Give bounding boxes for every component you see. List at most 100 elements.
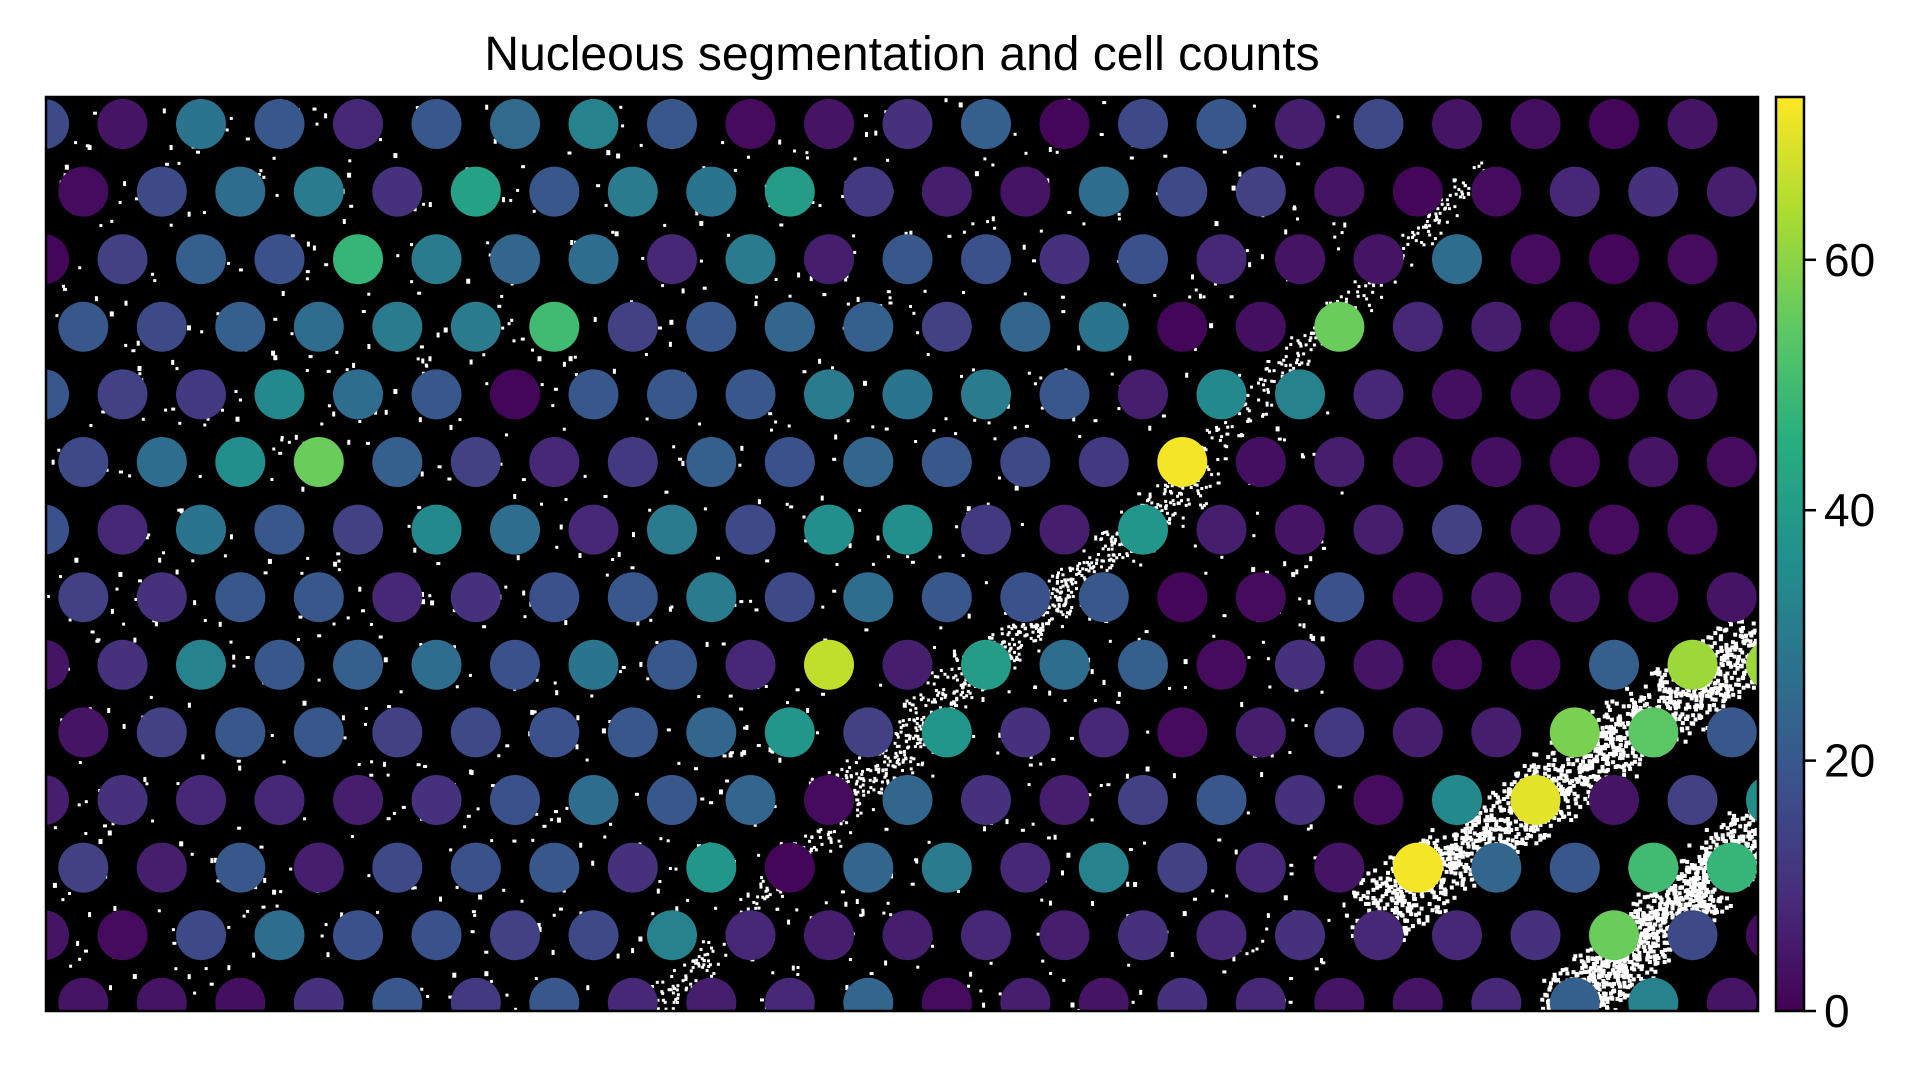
tissue-speck [1139,564,1142,567]
tissue-speck [1547,763,1551,767]
tissue-speck [616,154,620,159]
tissue-speck [1566,805,1570,809]
tissue-speck [379,636,383,639]
tissue-speck [881,781,884,784]
tissue-speck [1062,613,1065,616]
tissue-speck [1688,731,1692,735]
tissue-speck [818,359,821,364]
tissue-speck [1217,839,1221,842]
tissue-speck [1182,525,1185,528]
tissue-speck [887,555,890,558]
tissue-speck [1306,363,1309,366]
tissue-speck [486,241,489,244]
tissue-speck [1185,373,1188,378]
tissue-speck [940,697,943,700]
tissue-speck [1569,818,1573,822]
tissue-speck [1015,656,1018,659]
tissue-speck [1770,647,1774,651]
tissue-speck [825,901,828,904]
tissue-speck [1058,605,1061,608]
tissue-speck [324,113,327,118]
tissue-speck [879,684,882,687]
tissue-speck [1365,896,1369,900]
tissue-speck [1037,933,1040,936]
tissue-speck [1388,878,1392,882]
tissue-speck [1248,262,1251,267]
tissue-speck [1665,893,1669,897]
tissue-speck [704,953,707,956]
tissue-speck [1071,1003,1075,1008]
tissue-speck [1305,343,1308,346]
tissue-speck [347,616,350,619]
tissue-speck [95,296,98,301]
tissue-speck [1408,909,1412,913]
tissue-speck [188,974,191,979]
tissue-speck [1674,711,1678,715]
tissue-speck [1705,828,1709,832]
tissue-speck [964,705,967,708]
tissue-speck [279,890,282,893]
tissue-speck [1488,796,1492,800]
tissue-speck [797,273,800,278]
tissue-speck [1575,758,1579,762]
tissue-speck [384,657,388,662]
tissue-speck [1626,712,1630,716]
tissue-speck [657,1018,660,1021]
tissue-speck [313,108,317,111]
tissue-speck [1441,203,1444,206]
tissue-speck [246,138,250,141]
tissue-speck [485,382,488,385]
tissue-speck [1730,653,1734,657]
tissue-speck [1060,568,1063,571]
tissue-speck [793,150,796,153]
tissue-speck [505,433,508,436]
tissue-speck [1653,671,1657,675]
tissue-speck [1546,755,1550,759]
tissue-speck [1070,737,1074,740]
tissue-speck [1281,372,1284,375]
tissue-speck [123,724,126,729]
tissue-speck [1025,425,1029,428]
tissue-speck [1217,473,1220,476]
tissue-speck [1083,549,1086,552]
tissue-speck [912,312,915,315]
tissue-speck [1325,302,1328,305]
tissue-speck [521,165,525,168]
tissue-speck [1771,838,1775,842]
tissue-speck [1171,952,1174,957]
tissue-speck [1132,1001,1135,1004]
tissue-speck [1427,215,1430,218]
tissue-speck [1718,670,1722,674]
tissue-speck [1571,1031,1575,1035]
tissue-speck [1011,638,1014,641]
tissue-speck [673,1001,676,1004]
tissue-speck [318,679,321,682]
tissue-speck [1025,152,1028,155]
tissue-speck [1385,903,1389,907]
tissue-speck [1638,757,1642,761]
tissue-speck [1012,624,1015,627]
tissue-speck [1562,1029,1566,1033]
tissue-speck [676,1001,679,1004]
tissue-speck [1449,194,1452,197]
tissue-speck [846,759,849,762]
tissue-speck [889,302,893,305]
tissue-speck [590,695,593,698]
tissue-speck [1452,879,1456,883]
tissue-speck [281,436,284,439]
tissue-speck [944,694,947,697]
tissue-speck [1256,948,1259,951]
tissue-speck [931,775,934,778]
tissue-speck [119,471,123,474]
tissue-speck [856,791,859,794]
tissue-speck [1699,706,1703,710]
tissue-speck [702,940,705,943]
tissue-speck [438,465,442,468]
tissue-speck [707,941,710,944]
tissue-speck [1540,998,1544,1002]
tissue-speck [846,770,849,773]
tissue-speck [676,984,679,987]
tissue-speck [672,445,675,448]
tissue-speck [641,257,644,260]
tissue-speck [456,685,459,688]
